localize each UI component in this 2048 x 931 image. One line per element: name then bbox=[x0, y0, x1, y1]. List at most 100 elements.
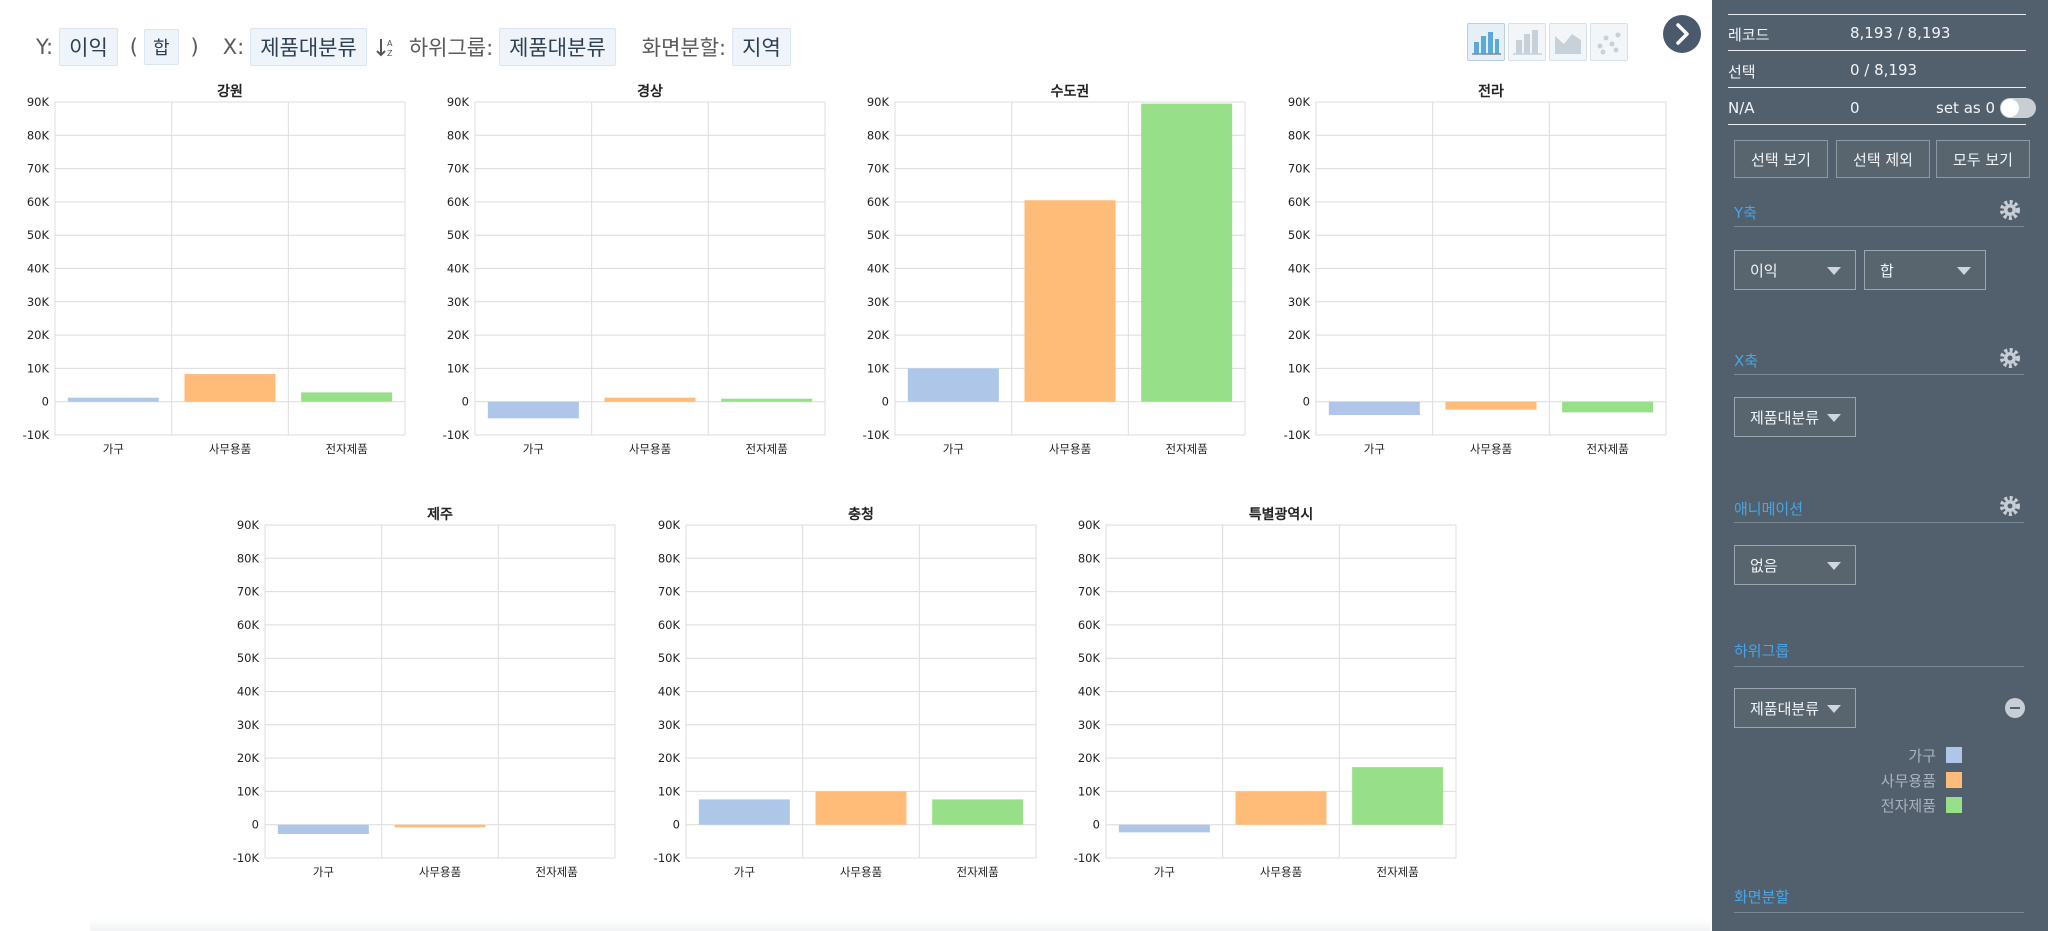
scatter-chart-type-button[interactable] bbox=[1590, 23, 1628, 61]
y-tick-label: 90K bbox=[658, 518, 681, 532]
y-tick-label: 40K bbox=[237, 685, 260, 699]
exclude-selection-button[interactable]: 선택 제외 bbox=[1836, 140, 1930, 178]
bar[interactable] bbox=[1352, 767, 1444, 825]
na-value: 0 bbox=[1850, 99, 1860, 117]
selection-divider bbox=[1728, 87, 2026, 88]
x-tick-label: 사무용품 bbox=[629, 442, 671, 456]
y-tick-label: 30K bbox=[867, 295, 890, 309]
aggregation-dropdown-value: 합 bbox=[1880, 261, 1894, 280]
area-chart-type-button[interactable] bbox=[1549, 23, 1587, 61]
y-tick-label: 40K bbox=[1288, 262, 1311, 276]
panel-title: 강원 bbox=[217, 83, 243, 100]
y-tick-label: 50K bbox=[658, 651, 681, 665]
x-tick-label: 전자제품 bbox=[746, 442, 788, 456]
x-field-dropdown[interactable]: 제품대분류 bbox=[1734, 397, 1856, 437]
bar[interactable] bbox=[932, 799, 1024, 825]
y-tick-label: 10K bbox=[27, 361, 50, 375]
legend-item-office: 사무용품 bbox=[1762, 770, 1962, 790]
bar[interactable] bbox=[1118, 824, 1210, 833]
split-label: 화면분할: bbox=[641, 36, 727, 60]
y-tick-label: 90K bbox=[27, 95, 50, 109]
bar[interactable] bbox=[604, 397, 696, 402]
y-tick-label: 0 bbox=[673, 818, 680, 832]
animation-dropdown[interactable]: 없음 bbox=[1734, 545, 1856, 585]
x-field-chip[interactable]: 제품대분류 bbox=[250, 28, 367, 66]
subgroup-section-title: 하위그룹 bbox=[1734, 642, 1790, 660]
aggregation-chip[interactable]: 합 bbox=[143, 29, 179, 65]
set-as-zero-toggle[interactable] bbox=[2000, 98, 2036, 118]
y-tick-label: 10K bbox=[447, 361, 470, 375]
remove-subgroup-icon[interactable] bbox=[2005, 698, 2025, 718]
panel-title: 제주 bbox=[427, 507, 453, 523]
y-tick-label: -10K bbox=[654, 851, 681, 865]
panel-top-divider bbox=[1728, 14, 2026, 15]
records-label: 레코드 bbox=[1728, 26, 1770, 44]
na-label: N/A bbox=[1728, 99, 1755, 117]
legend-swatch bbox=[1946, 772, 1962, 788]
x-tick-label: 가구 bbox=[313, 865, 334, 879]
aggregation-dropdown[interactable]: 합 bbox=[1864, 250, 1986, 290]
y-tick-label: 30K bbox=[237, 718, 260, 732]
subgroup-label: 하위그룹: bbox=[408, 36, 494, 60]
y-field-dropdown[interactable]: 이익 bbox=[1734, 250, 1856, 290]
y-axis-label: Y: bbox=[36, 35, 54, 59]
bar[interactable] bbox=[907, 368, 999, 402]
bar[interactable] bbox=[1562, 401, 1654, 413]
collapse-panel-button[interactable] bbox=[1663, 15, 1701, 53]
subgroup-chip[interactable]: 제품대분류 bbox=[499, 28, 616, 66]
bar[interactable] bbox=[1445, 401, 1537, 410]
bar[interactable] bbox=[1235, 791, 1327, 825]
records-divider bbox=[1728, 50, 2026, 51]
bar-chart-gray-icon bbox=[1513, 30, 1542, 55]
y-tick-label: -10K bbox=[863, 428, 890, 442]
y-tick-label: 80K bbox=[447, 128, 470, 142]
y-tick-label: 70K bbox=[658, 585, 681, 599]
bar[interactable] bbox=[487, 401, 579, 419]
bar[interactable] bbox=[815, 791, 907, 825]
y-tick-label: -10K bbox=[233, 851, 260, 865]
x-tick-label: 가구 bbox=[523, 442, 544, 456]
x-tick-label: 가구 bbox=[943, 442, 964, 456]
y-field-chip[interactable]: 이익 bbox=[59, 28, 118, 66]
gear-icon[interactable] bbox=[1998, 346, 2022, 370]
y-tick-label: 60K bbox=[27, 195, 50, 209]
subgroup-section-divider bbox=[1734, 666, 2024, 667]
x-tick-label: 전자제품 bbox=[326, 442, 368, 456]
x-tick-label: 가구 bbox=[1154, 865, 1175, 879]
y-tick-label: 10K bbox=[658, 784, 681, 798]
bar[interactable] bbox=[67, 397, 159, 402]
bar[interactable] bbox=[394, 824, 486, 828]
y-tick-label: 60K bbox=[237, 618, 260, 632]
legend-label: 전자제품 bbox=[1880, 796, 1936, 815]
show-all-button[interactable]: 모두 보기 bbox=[1936, 140, 2030, 178]
bar[interactable] bbox=[1024, 200, 1116, 402]
subgroup-dropdown[interactable]: 제품대분류 bbox=[1734, 688, 1856, 728]
split-chip[interactable]: 지역 bbox=[732, 28, 791, 66]
bar[interactable] bbox=[277, 824, 369, 835]
bar[interactable] bbox=[698, 799, 790, 825]
bar[interactable] bbox=[1141, 103, 1233, 402]
bar[interactable] bbox=[721, 398, 813, 402]
chevron-right-icon bbox=[1676, 23, 1689, 45]
y-tick-label: 70K bbox=[867, 162, 890, 176]
bar[interactable] bbox=[1328, 401, 1420, 416]
stacked-bar-chart-type-button[interactable] bbox=[1508, 23, 1546, 61]
sort-az-icon[interactable]: A Z bbox=[375, 35, 397, 59]
chevron-down-icon bbox=[1827, 705, 1841, 713]
y-tick-label: 10K bbox=[867, 361, 890, 375]
y-tick-label: 70K bbox=[27, 162, 50, 176]
set-as-zero-label: set as 0 bbox=[1936, 99, 1996, 117]
show-selection-button[interactable]: 선택 보기 bbox=[1734, 140, 1828, 178]
bar[interactable] bbox=[301, 392, 393, 402]
gear-icon[interactable] bbox=[1998, 494, 2022, 518]
y-axis-section-title: Y축 bbox=[1734, 204, 1757, 222]
legend-swatch bbox=[1946, 797, 1962, 813]
bar[interactable] bbox=[184, 374, 276, 402]
gear-icon[interactable] bbox=[1998, 198, 2022, 222]
x-tick-label: 가구 bbox=[103, 442, 124, 456]
bar-chart-type-button[interactable] bbox=[1467, 23, 1505, 61]
